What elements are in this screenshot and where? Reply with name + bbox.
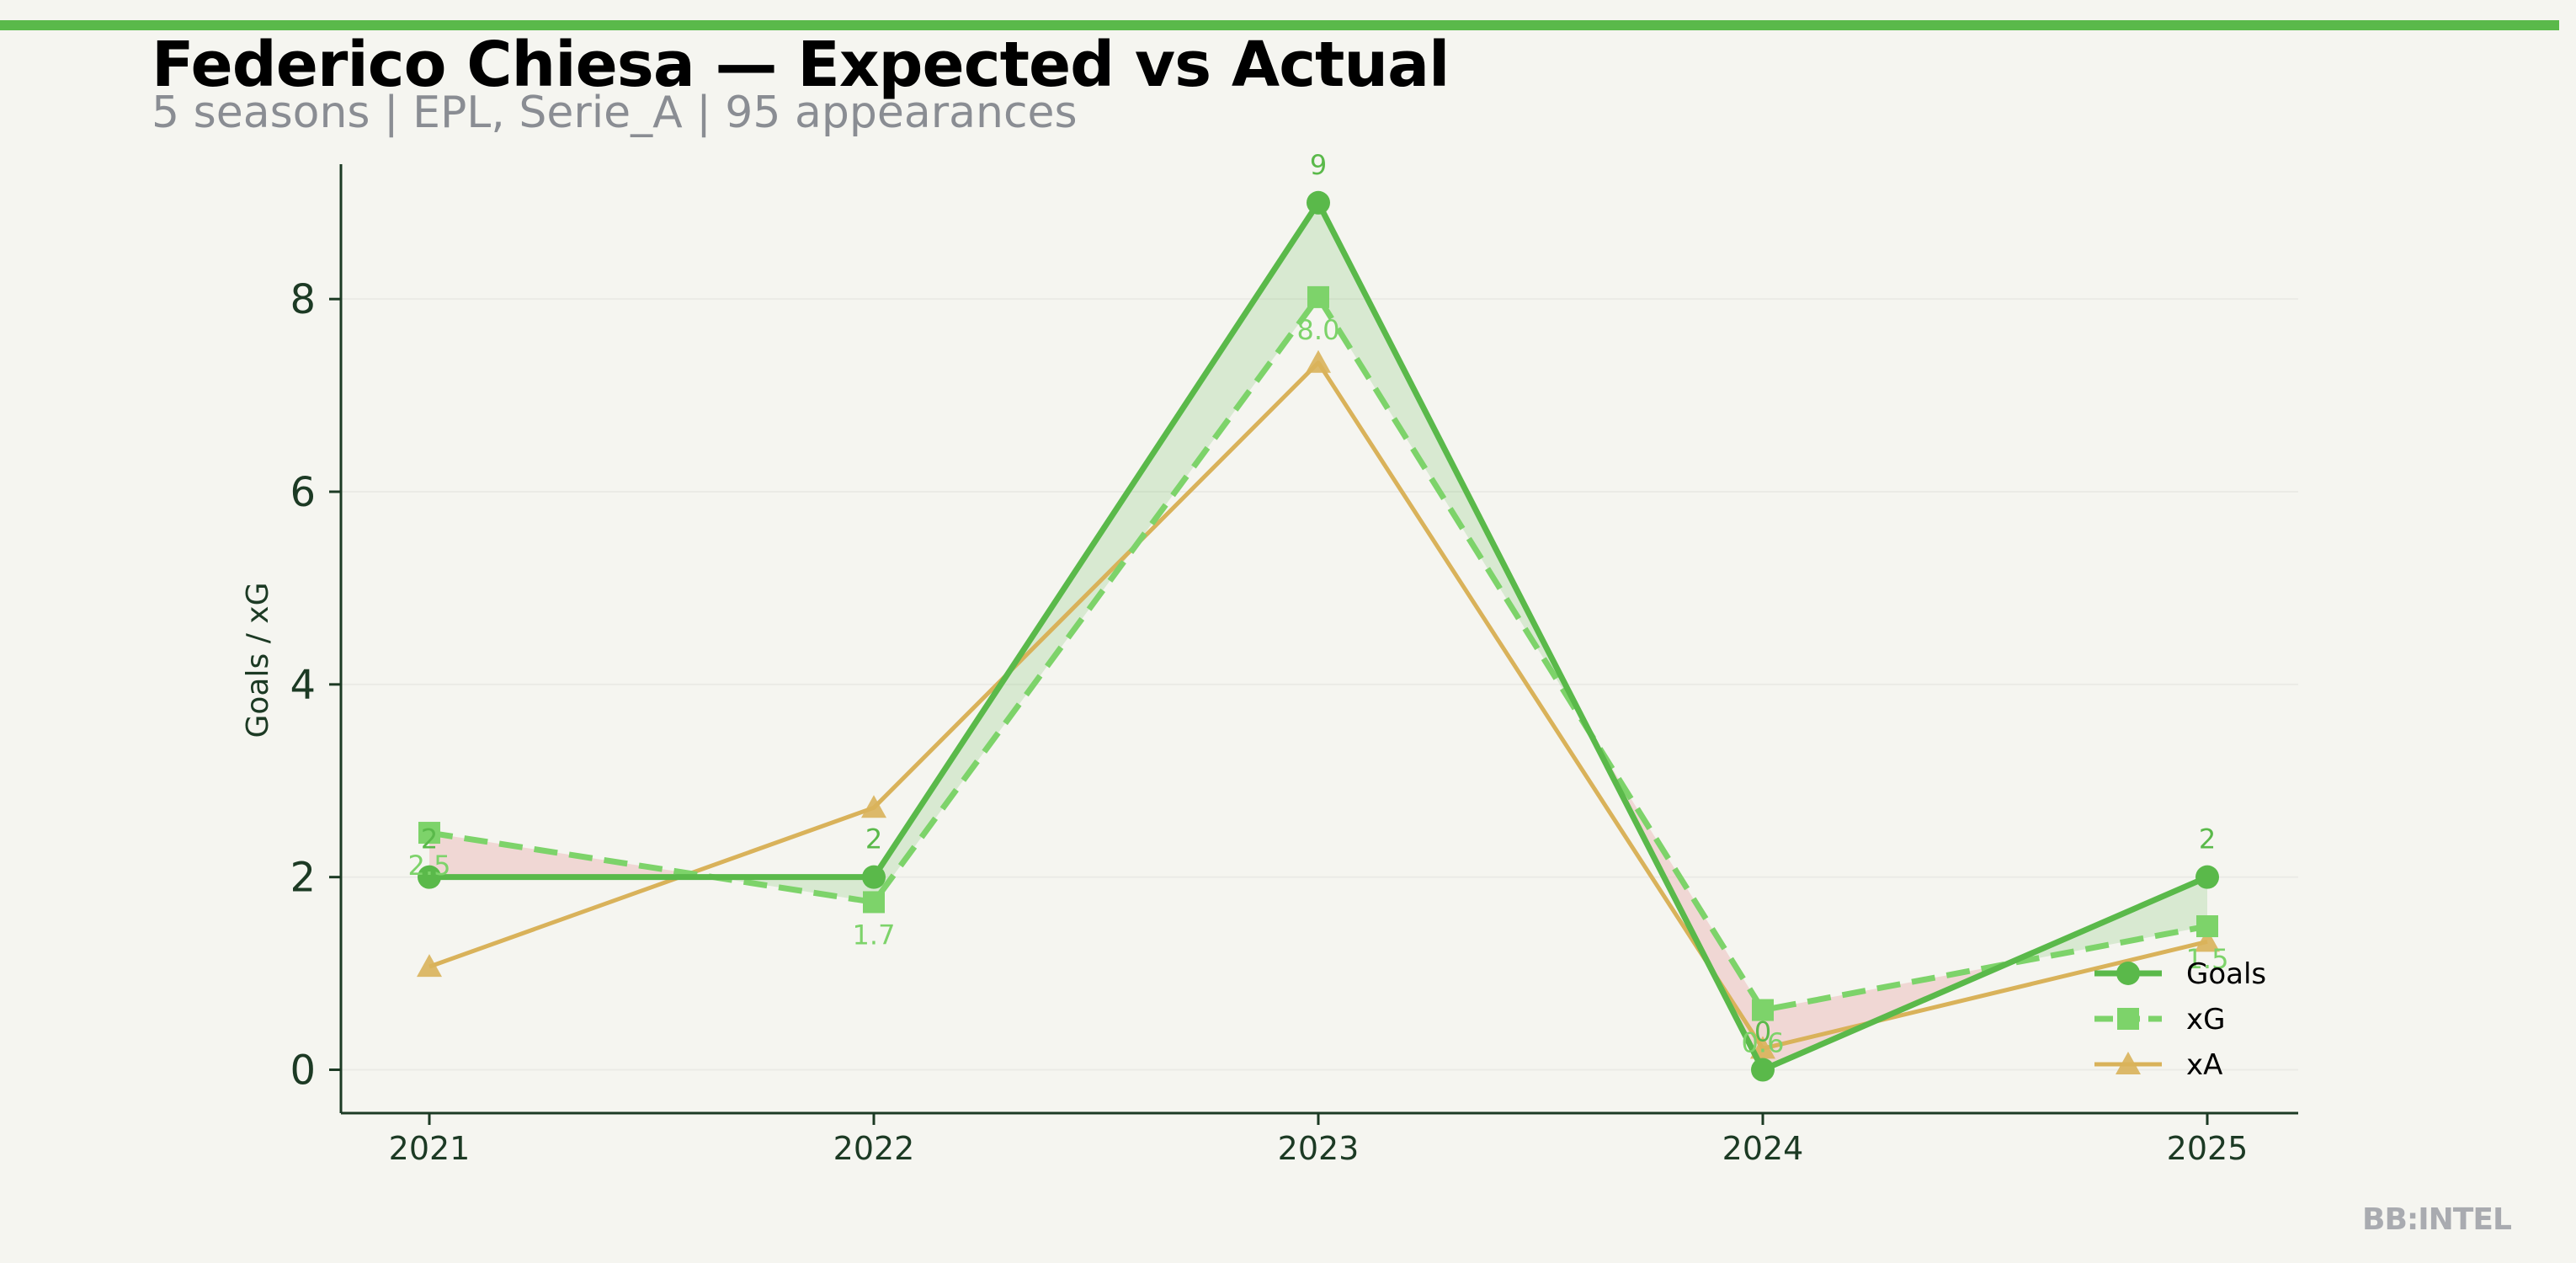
legend-label-goals: Goals: [2186, 957, 2266, 991]
data-label-goals: 9: [1310, 149, 1327, 181]
data-label-xg: 1.7: [853, 919, 896, 951]
data-point-goals: [418, 865, 441, 889]
data-point-xa: [861, 795, 886, 818]
data-point-xg: [418, 822, 440, 845]
legend-label-xa: xA: [2186, 1048, 2222, 1082]
fill-goals-above-xg: [874, 202, 1318, 903]
x-tick-label: 2021: [389, 1130, 471, 1167]
legend-marker-goals: [2116, 962, 2140, 985]
data-point-xa: [1306, 349, 1331, 373]
axes: Goals / xG: [241, 164, 2298, 1115]
chart-title: Federico Chiesa — Expected vs Actual: [152, 29, 1450, 101]
y-tick-label: 2: [290, 855, 316, 902]
data-label-xg: 1.5: [2186, 943, 2229, 975]
data-point-xg: [1307, 285, 1329, 308]
data-label-goals: 0: [1754, 1016, 1771, 1048]
data-label-xg: 2.5: [408, 850, 451, 882]
data-label-goals: 2: [421, 823, 438, 855]
data-point-goals: [862, 865, 886, 889]
data-point-xa: [417, 954, 442, 978]
y-axis-title: Goals / xG: [241, 583, 275, 738]
data-point-goals: [1751, 1058, 1775, 1082]
data-label-xg: 0.6: [1742, 1027, 1785, 1059]
data-point-goals: [1307, 190, 1330, 215]
brand-watermark: BB:INTEL: [2362, 1202, 2512, 1237]
y-tick-label: 8: [290, 276, 316, 323]
x-tick-label: 2022: [833, 1130, 915, 1167]
data-point-xg: [2196, 915, 2218, 938]
data-point-goals: [2195, 865, 2219, 889]
data-label-xg: 8.0: [1297, 314, 1340, 346]
data-point-xa: [2195, 929, 2220, 952]
data-point-xg: [863, 891, 885, 914]
data-label-goals: 2: [2199, 823, 2216, 855]
y-tick-label: 0: [290, 1047, 316, 1095]
chart-subtitle: 5 seasons | EPL, Serie_A | 95 appearance…: [152, 88, 1078, 138]
legend-marker-xg: [2117, 1008, 2139, 1030]
x-tick-label: 2023: [1278, 1130, 1360, 1167]
legend: Goals xG xA: [2094, 957, 2266, 1082]
legend-marker-xa: [2116, 1052, 2141, 1074]
series-line-xa: [428, 360, 2208, 1051]
series-line-xg: [428, 294, 2208, 1014]
y-tick-label: 6: [290, 469, 316, 516]
x-tick-label: 2024: [1722, 1130, 1804, 1167]
y-tick-label: 4: [290, 662, 316, 709]
data-point-xg: [1752, 999, 1774, 1021]
legend-label-xg: xG: [2186, 1003, 2225, 1037]
series-lines: [417, 190, 2220, 1082]
top-accent-bar: [0, 20, 2559, 30]
data-label-goals: 2: [865, 823, 882, 855]
grid-lines: [341, 298, 2298, 1071]
x-tick-label: 2025: [2167, 1130, 2249, 1167]
